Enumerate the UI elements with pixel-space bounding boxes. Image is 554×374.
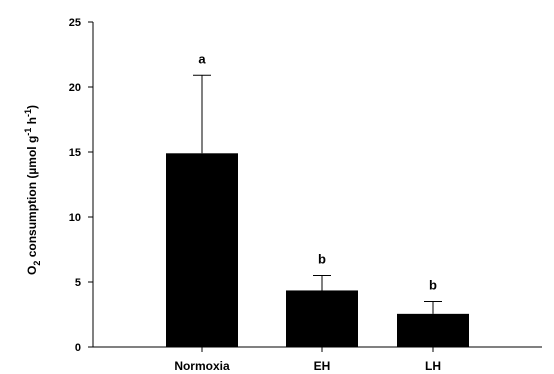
y-tick-label: 25 <box>69 17 81 29</box>
bar-normoxia <box>166 153 238 347</box>
x-tick-label: EH <box>314 359 331 373</box>
y-tick-label: 10 <box>69 212 81 224</box>
y-tick-label: 15 <box>69 147 81 159</box>
x-axis: Normoxia EH LH <box>93 346 542 373</box>
y-tick-label: 0 <box>75 342 81 354</box>
x-tick-label: Normoxia <box>174 359 230 373</box>
y-axis: 0 5 10 15 20 25 <box>69 17 94 354</box>
bar-eh <box>286 290 358 347</box>
error-bars-group <box>193 74 442 314</box>
y-tick-label: 5 <box>75 277 81 289</box>
significance-label: b <box>429 278 437 293</box>
significance-label: b <box>318 252 326 267</box>
y-tick-label: 20 <box>69 82 81 94</box>
y-axis-label: O2 consumption (µmol g-1 h-1) <box>23 105 42 275</box>
bar-lh <box>397 313 469 347</box>
significance-label: a <box>198 51 206 66</box>
bars-group <box>166 153 469 347</box>
significance-labels-group: a b b <box>198 51 437 292</box>
x-tick-label: LH <box>425 359 441 373</box>
